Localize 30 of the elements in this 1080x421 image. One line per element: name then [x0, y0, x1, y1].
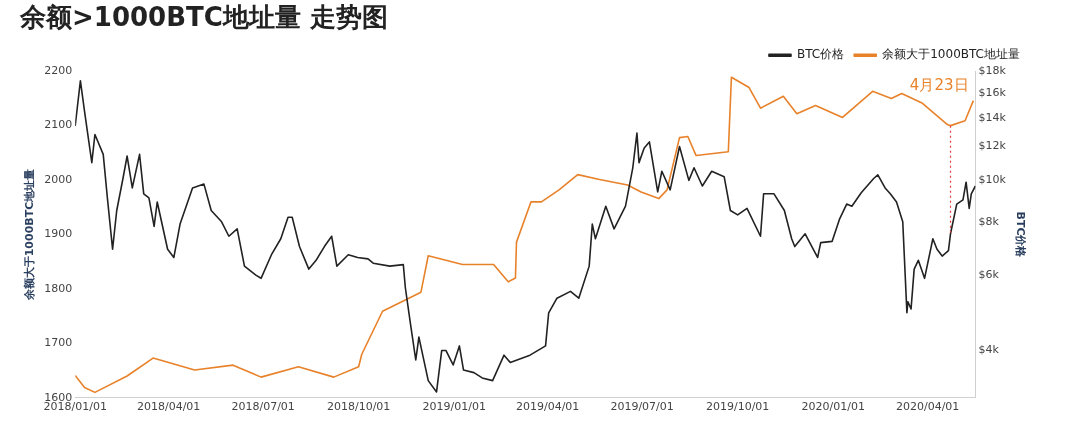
x-tick-label: 2019/04/01 [515, 400, 580, 414]
y2-tick-label: $16k [978, 85, 1007, 99]
chart-title: 余额>1000BTC地址量 走势图 [19, 2, 388, 33]
x-tick-label: 2019/07/01 [610, 400, 674, 414]
y-tick-label: 2200 [44, 64, 73, 78]
y2-tick-label: $6k [978, 268, 1000, 282]
y2-tick-label: $14k [978, 110, 1007, 124]
x-tick-label: 2020/04/01 [895, 400, 960, 414]
y2-axis-title: BTC价格 [1013, 211, 1027, 259]
legend-label: BTC价格 [796, 47, 845, 62]
y-tick-label: 1900 [44, 227, 73, 241]
x-tick-label: 2018/07/01 [231, 400, 295, 414]
y2-tick-label: $4k [978, 343, 1000, 357]
y-axis-title: 余额大于1000BTC地址量 [23, 168, 37, 302]
legend-label: 余额大于1000BTC地址量 [882, 47, 1020, 62]
x-tick-label: 2020/01/01 [801, 400, 865, 414]
y2-tick-label: $10k [978, 173, 1007, 187]
y2-tick-label: $18k [978, 64, 1007, 78]
y-tick-label: 1800 [44, 281, 73, 295]
x-tick-label: 2019/10/01 [705, 400, 770, 414]
y2-tick-label: $12k [978, 139, 1007, 153]
y-tick-label: 2000 [44, 172, 73, 186]
ref-line-label: 4月23日 [909, 76, 969, 95]
y-tick-label: 1700 [44, 336, 73, 350]
x-tick-label: 2018/10/01 [326, 400, 391, 414]
x-tick-label: 2018/01/01 [43, 400, 107, 414]
x-tick-label: 2018/04/01 [136, 400, 201, 414]
y-tick-label: 2100 [44, 118, 73, 132]
x-tick-label: 2019/01/01 [422, 400, 486, 414]
y2-tick-label: $8k [978, 214, 1000, 228]
